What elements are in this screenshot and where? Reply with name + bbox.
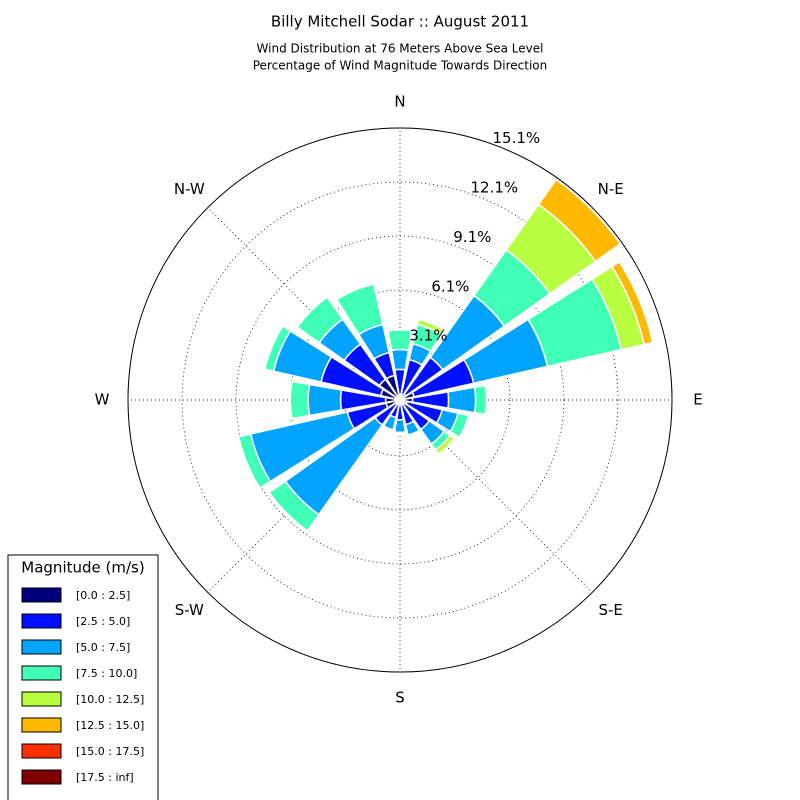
r-tick-label: 3.1% bbox=[409, 327, 447, 345]
rose-segment bbox=[418, 318, 445, 331]
direction-label: N bbox=[394, 93, 405, 111]
r-tick-label: 9.1% bbox=[453, 228, 491, 246]
rose-segment bbox=[307, 383, 343, 417]
legend-label: [17.5 : inf] bbox=[76, 771, 134, 784]
legend-swatch bbox=[21, 613, 62, 629]
rose-segment bbox=[484, 385, 488, 415]
legend-label: [5.0 : 7.5] bbox=[76, 641, 130, 654]
rose-segment bbox=[390, 348, 410, 371]
legend-swatch bbox=[21, 717, 62, 733]
legend-swatch bbox=[21, 743, 62, 759]
r-tick-label: 12.1% bbox=[471, 179, 519, 197]
legend: Magnitude (m/s) [0.0 : 2.5] [2.5 : 5.0] [5.… bbox=[7, 554, 159, 800]
legend-swatch bbox=[21, 587, 62, 603]
rose-segment bbox=[289, 381, 293, 419]
rose-segment bbox=[458, 415, 470, 438]
grid-circle bbox=[181, 181, 619, 619]
grid-circle bbox=[127, 127, 673, 673]
rose-segment bbox=[268, 492, 308, 532]
rose-segment bbox=[289, 380, 311, 420]
direction-label: S-E bbox=[599, 601, 623, 619]
direction-label: N-E bbox=[598, 180, 624, 198]
legend-label: [10.0 : 12.5] bbox=[76, 693, 144, 706]
legend-label: [15.0 : 17.5] bbox=[76, 745, 144, 758]
chart-subtitle: Percentage of Wind Magnitude Towards Dir… bbox=[253, 59, 547, 73]
r-tick-label: 15.1% bbox=[492, 129, 540, 147]
spoke-line bbox=[207, 207, 401, 401]
rose-segment bbox=[393, 418, 407, 434]
legend-swatch bbox=[21, 769, 62, 785]
r-tick-label: 6.1% bbox=[431, 277, 469, 295]
direction-label: S-W bbox=[175, 601, 204, 619]
legend-swatch bbox=[21, 639, 62, 655]
grid-circle bbox=[235, 235, 565, 565]
rose-segment bbox=[447, 386, 477, 414]
direction-label: E bbox=[693, 391, 702, 409]
rose-segment bbox=[473, 384, 488, 416]
rose-segment bbox=[296, 296, 328, 328]
legend-label: [2.5 : 5.0] bbox=[76, 615, 130, 628]
rose-segment bbox=[336, 283, 374, 301]
legend-title: Magnitude (m/s) bbox=[21, 559, 144, 577]
legend-swatch bbox=[21, 691, 62, 707]
rose-segment bbox=[387, 328, 413, 352]
direction-label: S bbox=[395, 689, 405, 707]
chart-title: Billy Mitchell Sodar :: August 2011 bbox=[271, 13, 529, 31]
rose-segment bbox=[388, 328, 412, 332]
spoke-line bbox=[399, 399, 593, 593]
direction-label: W bbox=[95, 391, 110, 409]
chart-subtitle: Wind Distribution at 76 Meters Above Sea… bbox=[257, 42, 544, 56]
direction-label: N-W bbox=[174, 180, 205, 198]
legend-label: [12.5 : 15.0] bbox=[76, 719, 144, 732]
legend-swatch bbox=[21, 665, 62, 681]
legend-label: [0.0 : 2.5] bbox=[76, 589, 130, 602]
legend-label: [7.5 : 10.0] bbox=[76, 667, 137, 680]
rose-segment bbox=[555, 178, 622, 245]
